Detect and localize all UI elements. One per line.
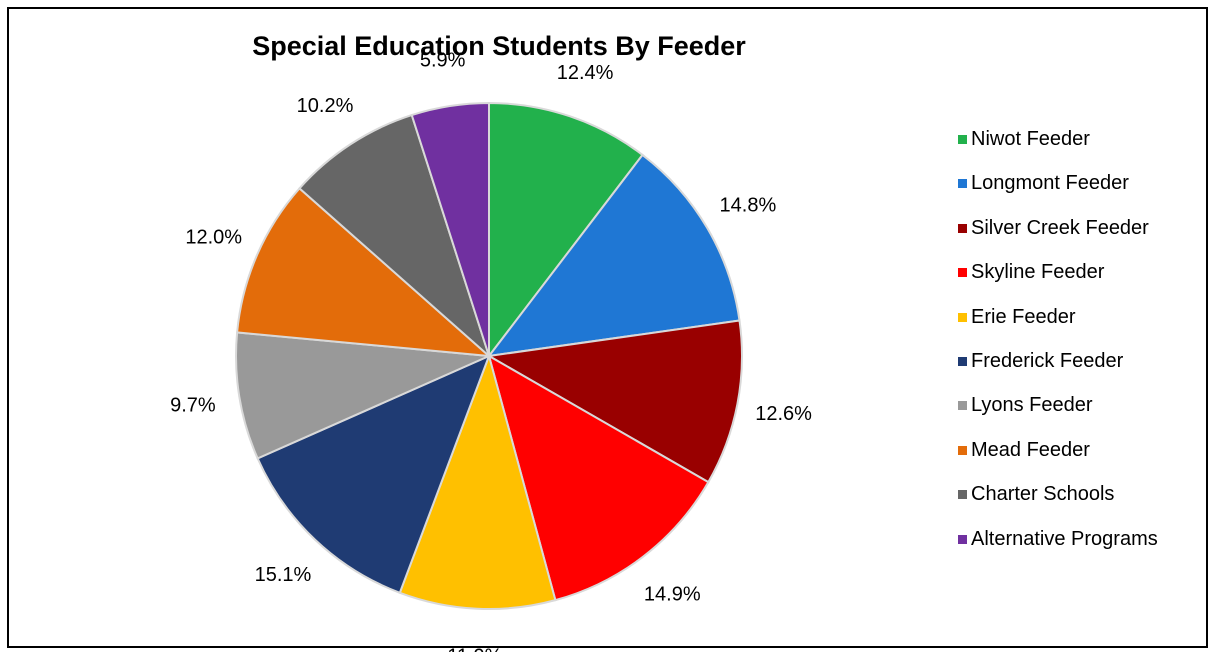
- data-label-frederick-feeder: 15.1%: [255, 564, 312, 586]
- legend-item-alternative-programs: Alternative Programs: [958, 528, 1158, 572]
- legend-item-frederick-feeder: Frederick Feeder: [958, 350, 1158, 394]
- legend-swatch: [958, 356, 967, 366]
- data-label-mead-feeder: 12.0%: [185, 227, 242, 249]
- legend-item-lyons-feeder: Lyons Feeder: [958, 394, 1158, 438]
- legend-label: Alternative Programs: [971, 527, 1158, 550]
- legend-label: Skyline Feeder: [971, 261, 1105, 284]
- pie-slice-mead-feeder: [236, 186, 492, 358]
- legend-item-silver-creek-feeder: Silver Creek Feeder: [958, 217, 1158, 261]
- pie-slice-charter-schools: [298, 113, 492, 360]
- legend-swatch: [958, 534, 967, 544]
- legend-item-charter-schools: Charter Schools: [958, 483, 1158, 527]
- data-label-erie-feeder: 11.9%: [447, 646, 502, 652]
- legend-swatch: [958, 312, 967, 322]
- legend-item-mead-feeder: Mead Feeder: [958, 439, 1158, 483]
- data-label-longmont-feeder: 14.8%: [720, 194, 777, 216]
- legend-label: Lyons Feeder: [971, 394, 1093, 417]
- legend-label: Longmont Feeder: [971, 172, 1129, 195]
- data-label-charter-schools: 10.2%: [297, 95, 354, 117]
- data-label-skyline-feeder: 14.9%: [644, 584, 701, 606]
- pie-slice-erie-feeder: [398, 352, 557, 610]
- pie-slice-silver-creek-feeder: [485, 319, 743, 484]
- chart-legend: Niwot Feeder Longmont Feeder Silver Creek …: [958, 128, 1158, 572]
- legend-label: Niwot Feeder: [971, 128, 1090, 150]
- pie-slice-skyline-feeder: [487, 353, 710, 602]
- legend-swatch: [958, 135, 967, 144]
- legend-swatch: [958, 401, 967, 411]
- legend-item-skyline-feeder: Skyline Feeder: [958, 261, 1158, 305]
- legend-swatch: [958, 445, 967, 455]
- legend-label: Mead Feeder: [971, 438, 1090, 461]
- legend-label: Charter Schools: [971, 483, 1115, 506]
- legend-item-erie-feeder: Erie Feeder: [958, 306, 1158, 350]
- pie-slice-niwot-feeder: [488, 101, 644, 359]
- data-label-alternative-programs: 5.9%: [420, 50, 466, 72]
- legend-label: Frederick Feeder: [971, 349, 1124, 372]
- legend-swatch: [958, 490, 967, 500]
- legend-swatch: [958, 268, 967, 278]
- data-label-lyons-feeder: 9.7%: [170, 394, 216, 416]
- chart-title: Special Education Students By Feeder: [252, 31, 746, 61]
- legend-item-niwot-feeder: Niwot Feeder: [958, 128, 1158, 172]
- data-label-niwot-feeder: 12.4%: [557, 62, 614, 84]
- pie-slice-alternative-programs: [410, 101, 490, 357]
- legend-swatch: [958, 179, 967, 189]
- pie-slice-lyons-feeder: [235, 331, 493, 460]
- pie-slice-frederick-feeder: [256, 354, 491, 595]
- legend-item-longmont-feeder: Longmont Feeder: [958, 172, 1158, 216]
- legend-swatch: [958, 223, 967, 233]
- data-label-silver-creek-feeder: 12.6%: [755, 403, 812, 425]
- legend-label: Erie Feeder: [971, 305, 1076, 328]
- legend-label: Silver Creek Feeder: [971, 216, 1149, 239]
- pie-slice-longmont-feeder: [486, 153, 741, 358]
